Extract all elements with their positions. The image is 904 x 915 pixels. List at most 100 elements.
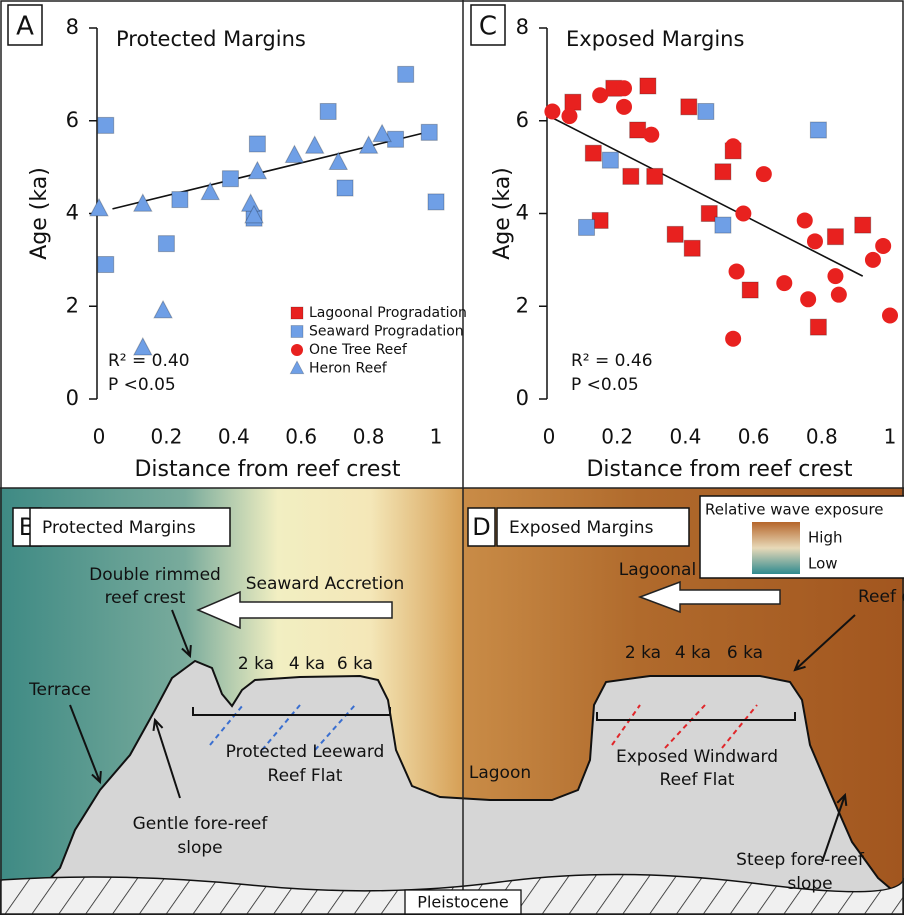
- data-point: [725, 330, 742, 347]
- isochron-line: [664, 704, 706, 749]
- diagram-label: reef crest: [105, 588, 186, 608]
- data-point: [290, 325, 304, 338]
- basement-label-box: [404, 889, 522, 915]
- x-tick-label: 0.4: [218, 425, 250, 449]
- diagram-label: Gentle fore-reef: [133, 814, 269, 834]
- x-axis-title: Distance from reef crest: [586, 457, 852, 482]
- annotation: R² = 0.40: [108, 351, 190, 371]
- data-point: [89, 197, 109, 217]
- pointer-arrow: [171, 609, 191, 657]
- data-point: [646, 167, 664, 185]
- data-point: [372, 123, 392, 143]
- data-point: [157, 235, 175, 253]
- data-point: [319, 102, 337, 120]
- y-tick-label: 6: [516, 108, 529, 132]
- diagram-label: 6 ka: [727, 643, 763, 663]
- x-tick-label: 0.6: [285, 425, 317, 449]
- trend-line: [548, 115, 864, 277]
- data-point: [304, 135, 325, 154]
- data-point: [809, 318, 827, 336]
- data-point: [666, 225, 684, 243]
- data-point: [714, 216, 732, 234]
- accretion-arrow: [637, 580, 781, 614]
- diagram-label: Reef Flat: [268, 766, 343, 786]
- data-point: [826, 228, 844, 246]
- chart-title: Exposed Margins: [566, 27, 744, 51]
- panel-title: Protected Margins: [42, 518, 196, 538]
- y-axis-title: Age (ka): [490, 167, 515, 260]
- diagram-label: Exposed Windward: [616, 747, 778, 767]
- data-point: [680, 98, 698, 116]
- data-point: [420, 123, 438, 141]
- diagram-label: Steep fore-reef: [736, 850, 865, 870]
- y-tick-label: 6: [66, 108, 79, 132]
- data-point: [683, 239, 701, 257]
- annotation: P <0.05: [108, 375, 176, 395]
- x-tick-label: 0.2: [150, 425, 182, 449]
- data-point: [629, 121, 647, 139]
- annotation: P <0.05: [571, 375, 639, 395]
- reef-flat-bracket: [192, 707, 391, 716]
- data-point: [289, 360, 305, 375]
- data-point: [578, 218, 596, 236]
- data-point: [564, 93, 582, 111]
- panel-title-box: [29, 507, 231, 547]
- legend-box: [699, 495, 904, 579]
- diagram-label: Seaward Accretion: [246, 574, 405, 594]
- data-point: [247, 160, 268, 180]
- pointer-arrow: [821, 794, 846, 863]
- panel-title-box: [496, 507, 690, 547]
- panel-label-box: [7, 4, 43, 46]
- diagram-label: Double rimmed: [89, 565, 221, 585]
- data-point: [544, 103, 561, 120]
- pointer-arrow-head: [152, 717, 164, 732]
- diagram-label: 4 ka: [289, 654, 325, 674]
- legend-high: High: [808, 529, 842, 547]
- diagram-label: Reef Flat: [660, 770, 735, 790]
- isochron-line: [261, 704, 301, 751]
- reef-flat-bracket: [596, 712, 796, 721]
- y-tick-label: 2: [66, 293, 79, 317]
- data-point: [328, 151, 349, 170]
- data-point: [800, 291, 817, 308]
- data-point: [592, 87, 609, 104]
- data-point: [97, 256, 115, 274]
- y-tick-label: 0: [516, 386, 529, 410]
- pointer-arrow-head: [836, 792, 848, 807]
- data-point: [584, 144, 602, 162]
- data-point: [616, 98, 633, 115]
- diagram-label: 2 ka: [238, 654, 274, 674]
- annotation: R² = 0.46: [571, 351, 653, 371]
- data-point: [561, 108, 578, 125]
- chart-title: Protected Margins: [116, 27, 306, 51]
- x-tick-label: 0.6: [738, 425, 770, 449]
- data-point: [248, 135, 266, 153]
- data-point: [284, 144, 305, 164]
- pointer-arrow: [794, 614, 856, 671]
- data-point: [830, 286, 847, 303]
- data-point: [171, 191, 189, 209]
- y-tick-label: 8: [66, 15, 79, 39]
- data-point: [132, 193, 153, 212]
- data-point: [244, 204, 264, 224]
- data-point: [809, 121, 827, 139]
- data-point: [741, 281, 759, 299]
- isochron-line: [611, 704, 641, 746]
- data-point: [864, 251, 881, 268]
- data-point: [427, 193, 445, 211]
- data-point: [854, 216, 872, 234]
- isochron-line: [721, 704, 758, 749]
- y-tick-label: 0: [66, 386, 79, 410]
- isochron-line: [314, 704, 356, 751]
- data-point: [714, 163, 732, 181]
- legend-label: Heron Reef: [309, 361, 388, 377]
- diagram-label: slope: [787, 874, 832, 894]
- data-point: [728, 263, 745, 280]
- diagram-label: Reef cres: [858, 587, 904, 607]
- pointer-arrow-head: [181, 644, 192, 659]
- data-point: [132, 336, 153, 356]
- diagram-label: Lagoon: [469, 763, 531, 783]
- data-point: [291, 344, 303, 356]
